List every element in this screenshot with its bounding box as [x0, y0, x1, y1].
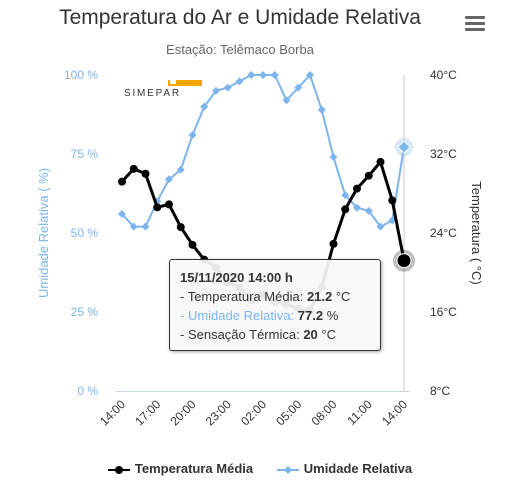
humidity-point[interactable] [129, 222, 138, 231]
x-tick-label: 11:00 [344, 397, 375, 428]
temperature-point[interactable] [153, 203, 162, 212]
tooltip-row-temperature: - Temperatura Média: 21.2 °C [180, 289, 351, 304]
humidity-point[interactable] [329, 153, 338, 162]
logo-mark [168, 80, 202, 86]
simepar-logo: SIMEPAR [124, 80, 204, 99]
y-left-tick-label: 75 % [71, 147, 99, 161]
chart-menu-button[interactable] [462, 13, 488, 35]
humidity-point[interactable] [165, 175, 173, 184]
y-right-tick-label: 40°C [430, 68, 457, 82]
y-left-tick-label: 50 % [71, 226, 99, 240]
humidity-point[interactable] [397, 140, 411, 154]
humidity-point[interactable] [341, 191, 350, 200]
hamburger-icon-bar [465, 22, 485, 25]
humidity-point[interactable] [294, 83, 303, 92]
temperature-point[interactable] [129, 164, 138, 173]
x-tick-label: 14:00 [379, 397, 410, 428]
logo-text: SIMEPAR [124, 88, 181, 98]
hamburger-icon-bar [465, 16, 485, 19]
humidity-point[interactable] [282, 96, 291, 105]
humidity-point[interactable] [176, 165, 185, 174]
legend-symbol-humidity [276, 465, 299, 474]
temperature-point[interactable] [364, 171, 373, 180]
y-right-tick-label: 16°C [430, 305, 457, 319]
x-tick-label: 17:00 [132, 397, 163, 428]
y-right-tick-label: 32°C [430, 147, 457, 161]
x-tick-label: 14:00 [97, 397, 128, 428]
humidity-point[interactable] [118, 210, 126, 219]
temperature-point[interactable] [188, 240, 197, 249]
temperature-point[interactable] [165, 200, 173, 209]
temperature-point[interactable] [376, 157, 385, 166]
humidity-point[interactable] [223, 83, 232, 92]
humidity-point[interactable] [306, 71, 314, 79]
legend-label-temperature: Temperatura Média [134, 461, 254, 476]
humidity-point[interactable] [353, 203, 361, 212]
legend: Temperatura Média Umidade Relativa [0, 461, 520, 476]
x-tick-label: 23:00 [203, 397, 234, 428]
temperature-point[interactable] [118, 177, 126, 186]
x-tick-label: 08:00 [308, 397, 339, 428]
humidity-point[interactable] [317, 105, 326, 114]
legend-item-humidity[interactable]: Umidade Relativa [276, 461, 413, 476]
x-tick-label: 02:00 [238, 397, 269, 428]
x-tick-label: 20:00 [167, 397, 198, 428]
humidity-point[interactable] [270, 71, 279, 79]
humidity-point[interactable] [376, 222, 385, 231]
humidity-point[interactable] [141, 222, 150, 231]
temperature-point[interactable] [341, 205, 350, 214]
x-tick-label: 05:00 [273, 397, 304, 428]
temperature-point[interactable] [141, 169, 150, 178]
chart-subtitle: Estação: Telêmaco Borba [166, 42, 314, 57]
logo-mark [170, 80, 176, 84]
temperature-point[interactable] [388, 196, 397, 205]
humidity-point[interactable] [259, 71, 267, 79]
legend-label-humidity: Umidade Relativa [303, 461, 413, 476]
temperature-point[interactable] [353, 184, 361, 193]
humidity-point[interactable] [212, 86, 220, 95]
humidity-point[interactable] [235, 77, 244, 86]
temperature-point[interactable] [176, 223, 185, 232]
tooltip-row-humidity: - Umidade Relativa: 77.2 % [180, 308, 339, 323]
y-left-tick-label: 0 % [77, 384, 98, 398]
tooltip-title: 15/11/2020 14:00 h [180, 270, 293, 285]
temperature-point[interactable] [329, 239, 338, 248]
humidity-point[interactable] [188, 131, 197, 140]
temperature-point[interactable] [396, 253, 412, 269]
chart-title: Temperatura do Ar e Umidade Relativa [59, 6, 421, 29]
humidity-point[interactable] [247, 71, 256, 79]
y-left-tick-label: 25 % [71, 305, 99, 319]
y-left-axis-title: Umidade Relativa ( %) [36, 168, 51, 298]
y-right-tick-label: 24°C [430, 226, 457, 240]
y-right-axis-title: Temperatura ( °C) [469, 181, 484, 284]
humidity-point[interactable] [364, 206, 373, 215]
y-right-tick-label: 8°C [430, 384, 450, 398]
hamburger-icon-bar [465, 28, 485, 31]
legend-item-temperature[interactable]: Temperatura Média [107, 461, 254, 476]
tooltip: 15/11/2020 14:00 h - Temperatura Média: … [169, 259, 381, 351]
humidity-point[interactable] [200, 102, 209, 111]
y-left-tick-label: 100 % [64, 68, 98, 82]
tooltip-row-feels-like: - Sensação Térmica: 20 °C [180, 327, 336, 342]
legend-symbol-temperature [107, 465, 130, 474]
